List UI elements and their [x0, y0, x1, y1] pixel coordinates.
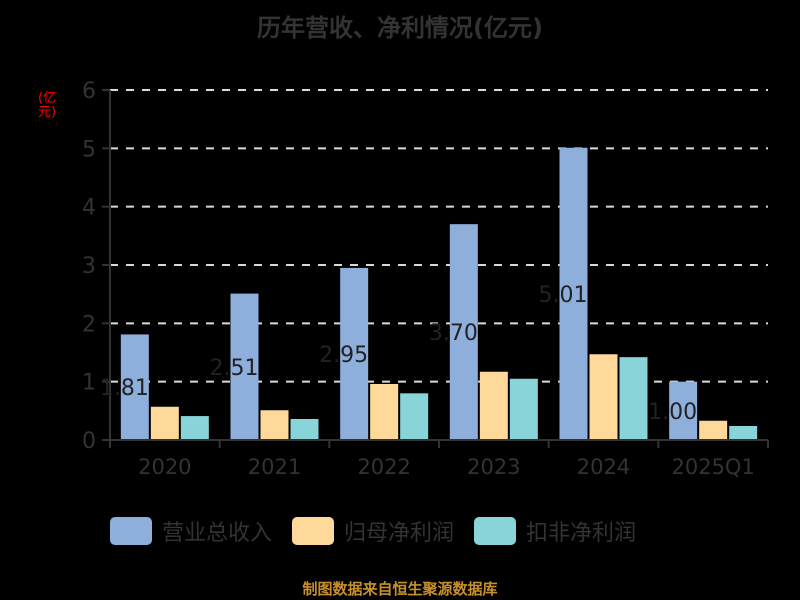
bar[interactable]	[180, 416, 209, 440]
legend-swatch-revenue	[110, 517, 152, 545]
legend-swatch-net-profit	[292, 517, 335, 545]
bar-data-label: 1.00	[648, 400, 697, 425]
legend-label: 扣非净利润	[526, 521, 637, 546]
bar[interactable]	[370, 384, 399, 440]
bar-data-label: 1.81	[100, 376, 149, 401]
bar-data-label: 5.01	[539, 283, 588, 308]
y-tick-label: 6	[82, 79, 96, 104]
bar-data-label: 2.51	[210, 356, 259, 381]
x-tick-label: 2025Q1	[671, 455, 754, 479]
bar[interactable]	[729, 426, 758, 440]
bar[interactable]	[619, 357, 648, 440]
bar[interactable]	[290, 419, 319, 440]
legend-item-revenue[interactable]: 营业总收入	[110, 515, 272, 547]
legend-label: 归母净利润	[344, 521, 455, 546]
x-axis: 2020 2021 2022 2023 2024 2025Q1	[109, 439, 769, 479]
bar[interactable]	[260, 410, 289, 440]
data-source-note: 制图数据来自恒生聚源数据库	[302, 580, 498, 598]
y-axis-unit-label: (亿元)	[38, 91, 57, 120]
bar[interactable]	[230, 293, 259, 440]
x-tick-label: 2023	[467, 455, 520, 479]
y-tick-label: 3	[82, 254, 96, 279]
bar[interactable]	[479, 371, 508, 440]
x-tick-label: 2024	[577, 455, 630, 479]
bar[interactable]	[699, 420, 728, 440]
bar[interactable]	[589, 354, 618, 440]
x-tick-label: 2022	[357, 455, 410, 479]
bars: 1.81 2.51 2.95 3.70 5.01 1.00	[100, 147, 758, 440]
y-axis: 0 1 2 3 4 5 6	[82, 79, 111, 454]
legend-item-net-profit[interactable]: 归母净利润	[292, 515, 454, 547]
y-tick-label: 2	[82, 312, 96, 337]
bar[interactable]	[400, 393, 429, 440]
bar[interactable]	[120, 334, 149, 440]
bar[interactable]	[340, 267, 369, 440]
y-tick-label: 4	[82, 196, 96, 221]
bar[interactable]	[509, 378, 538, 440]
bar[interactable]	[150, 406, 179, 440]
y-tick-label: 1	[82, 371, 96, 396]
bar[interactable]	[559, 147, 588, 440]
x-tick-label: 2020	[138, 455, 191, 479]
bar[interactable]	[669, 381, 698, 440]
x-tick-label: 2021	[248, 455, 301, 479]
bar-data-label: 2.95	[319, 343, 368, 368]
legend-item-deducted-net-profit[interactable]: 扣非净利润	[474, 515, 636, 547]
grid-lines	[110, 89, 768, 383]
bar-data-label: 3.70	[429, 321, 478, 346]
bar[interactable]	[449, 224, 478, 440]
y-tick-label: 5	[82, 137, 96, 162]
y-tick-label: 0	[82, 429, 96, 454]
chart-title: 历年营收、净利情况(亿元)	[257, 14, 543, 42]
legend-label: 营业总收入	[162, 521, 273, 546]
legend: 营业总收入 归母净利润 扣非净利润	[110, 515, 656, 547]
legend-swatch-deducted-net-profit	[474, 517, 517, 545]
